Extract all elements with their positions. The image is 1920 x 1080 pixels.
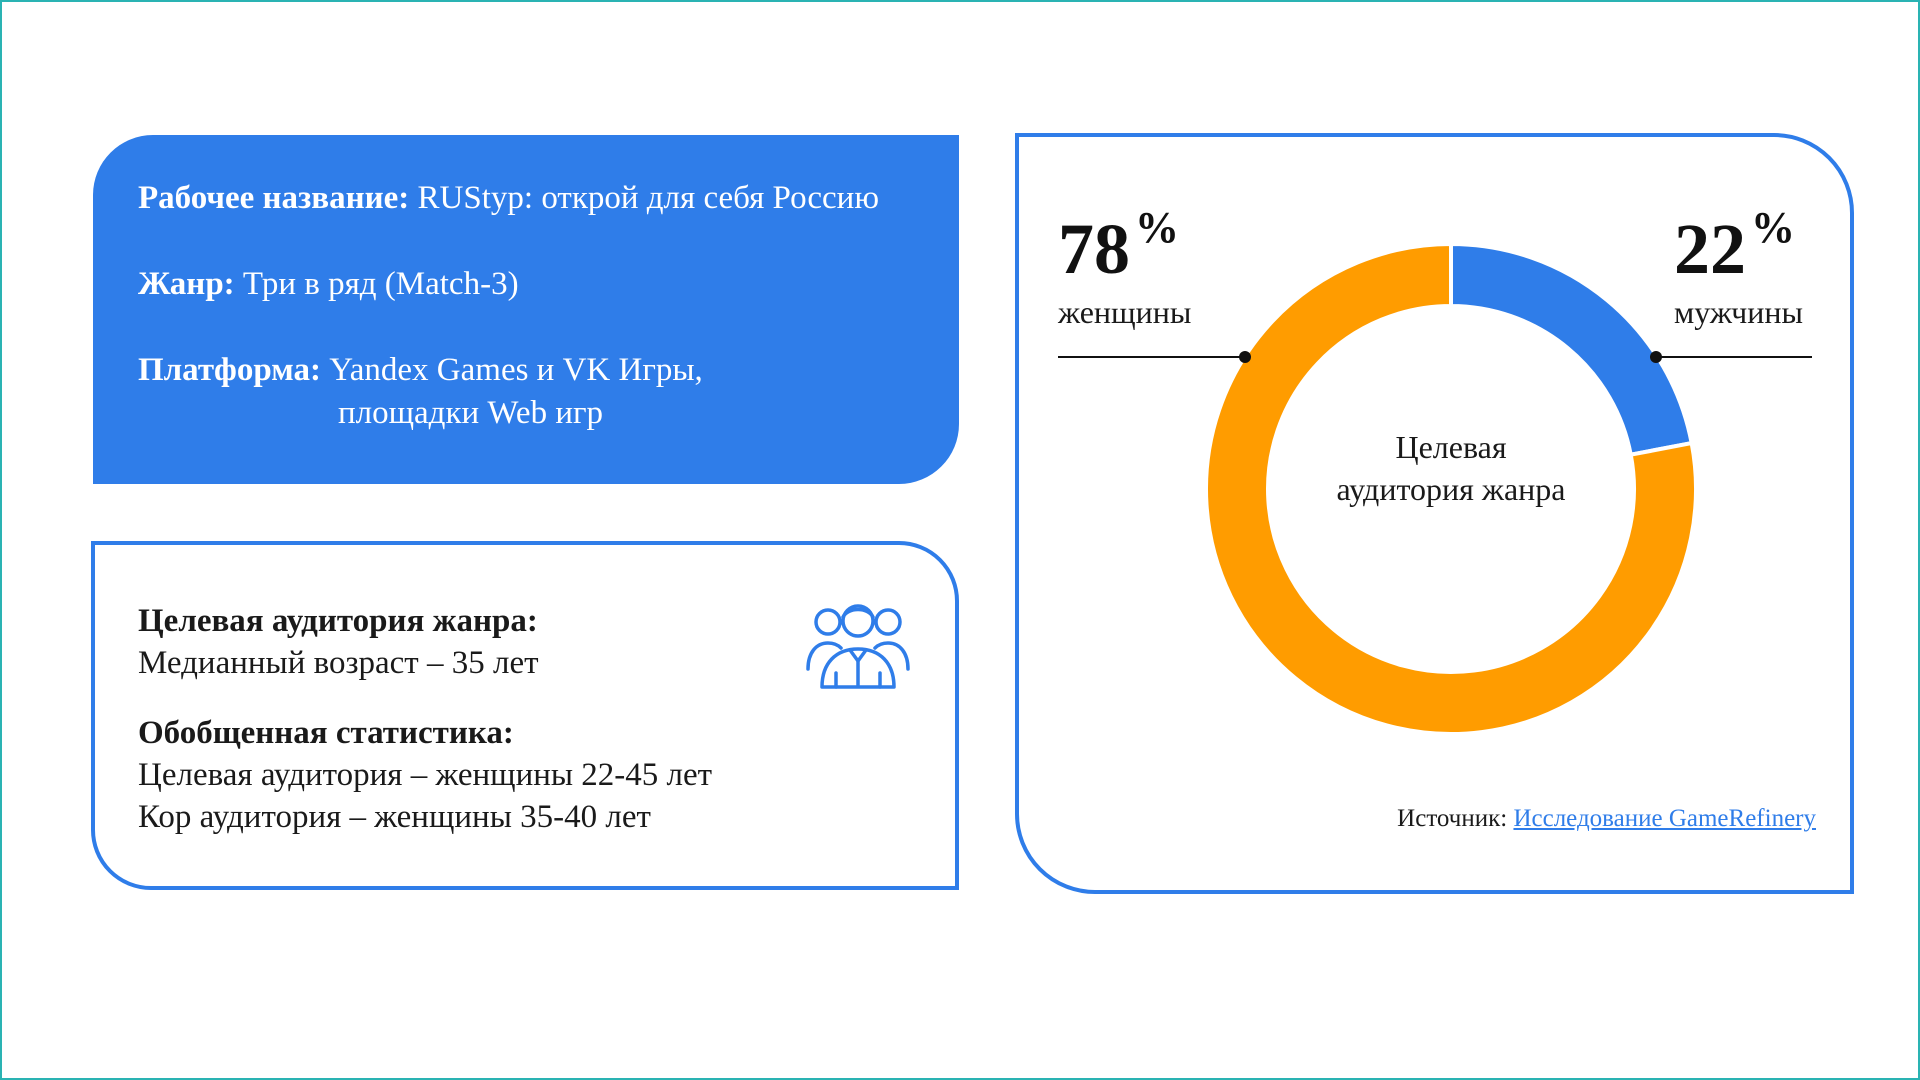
platform-label: Платформа: bbox=[138, 352, 321, 388]
men-label: мужчины bbox=[1674, 294, 1803, 330]
stats-heading: Обобщенная статистика: bbox=[138, 715, 514, 751]
audience-card: Целевая аудитория жанра: Медианный возра… bbox=[91, 541, 959, 890]
gender-donut-chart: Целевая аудитория жанра 78 % женщины 22 … bbox=[1057, 203, 1812, 736]
audience-heading: Целевая аудитория жанра: bbox=[138, 603, 538, 639]
donut-slice-women bbox=[1204, 241, 1698, 736]
men-percent-sign: % bbox=[1751, 203, 1795, 252]
men-leader-dot bbox=[1650, 351, 1662, 363]
source-link[interactable]: Исследование GameRefinery bbox=[1513, 805, 1816, 832]
men-percent-value: 22 bbox=[1674, 209, 1746, 289]
median-age-text: Медианный возраст – 35 лет bbox=[138, 645, 539, 681]
donut-center-label-line2: аудитория жанра bbox=[1336, 471, 1565, 507]
working-title-label: Рабочее название: bbox=[138, 180, 410, 216]
donut-center-label-line1: Целевая bbox=[1395, 429, 1506, 465]
women-label: женщины bbox=[1057, 294, 1191, 330]
target-audience-text: Целевая аудитория – женщины 22-45 лет bbox=[138, 757, 713, 793]
game-info-card: Рабочее название: RUStyp: открой для себ… bbox=[93, 135, 959, 484]
genre-row: Жанр: Три в ряд (Match-3) bbox=[138, 263, 519, 306]
core-audience-text: Кор аудитория – женщины 35-40 лет bbox=[138, 799, 651, 835]
users-group-icon bbox=[806, 604, 910, 689]
gender-chart-card: Целевая аудитория жанра 78 % женщины 22 … bbox=[1015, 133, 1854, 894]
donut-slice-men bbox=[1449, 241, 1695, 458]
source-label: Источник: bbox=[1397, 805, 1508, 832]
women-percent-value: 78 bbox=[1058, 209, 1130, 289]
platform-row: Платформа: Yandex Games и VK Игры, bbox=[138, 349, 703, 392]
platform-value-line2: площадки Web игр bbox=[338, 395, 604, 431]
source-note: Источник: Исследование GameRefinery bbox=[1397, 805, 1816, 833]
working-title-value: RUStyp: открой для себя Россию bbox=[417, 180, 879, 216]
genre-label: Жанр: bbox=[138, 266, 235, 302]
genre-value: Три в ряд (Match-3) bbox=[242, 266, 519, 302]
women-leader-dot bbox=[1239, 351, 1251, 363]
working-title-row: Рабочее название: RUStyp: открой для себ… bbox=[138, 177, 879, 220]
women-percent-sign: % bbox=[1135, 203, 1179, 252]
platform-value-line1: Yandex Games и VK Игры, bbox=[329, 352, 703, 388]
